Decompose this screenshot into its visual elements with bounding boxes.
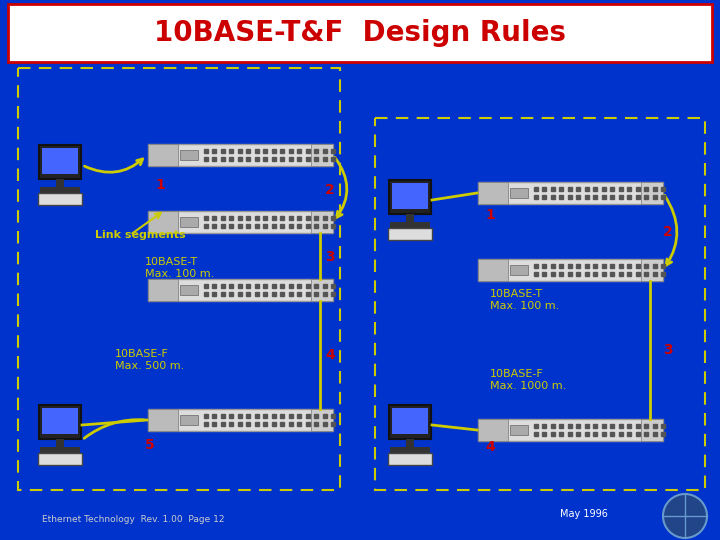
Bar — [477, 419, 508, 441]
Bar — [641, 182, 662, 204]
Bar — [179, 415, 197, 425]
Bar — [148, 409, 178, 431]
Bar — [39, 145, 81, 179]
Bar — [148, 144, 333, 166]
Text: 1: 1 — [155, 178, 165, 192]
Bar — [310, 211, 333, 233]
Text: May 1996: May 1996 — [560, 509, 608, 519]
Bar — [406, 439, 414, 449]
Bar — [148, 211, 178, 233]
Bar — [40, 187, 80, 193]
Bar — [477, 182, 662, 204]
Bar — [179, 285, 197, 295]
Bar — [388, 228, 432, 240]
Bar — [641, 259, 662, 281]
Text: 1: 1 — [485, 208, 495, 222]
Bar — [477, 259, 662, 281]
Bar — [392, 183, 428, 209]
Bar — [477, 259, 508, 281]
Text: 10BASE-F
Max. 500 m.: 10BASE-F Max. 500 m. — [115, 349, 184, 371]
Bar — [390, 222, 430, 228]
Bar — [18, 68, 340, 490]
Bar — [641, 419, 662, 441]
Bar — [392, 408, 428, 434]
Text: 2: 2 — [325, 183, 335, 197]
Bar — [179, 150, 197, 160]
Text: Ethernet Technology  Rev. 1.00  Page 12: Ethernet Technology Rev. 1.00 Page 12 — [42, 516, 225, 524]
Bar — [510, 188, 528, 198]
Bar — [38, 193, 82, 205]
Text: 10BASE-T&F  Design Rules: 10BASE-T&F Design Rules — [154, 19, 566, 47]
Bar — [510, 425, 528, 435]
Bar — [8, 4, 712, 62]
Text: 2: 2 — [663, 225, 673, 239]
Bar — [148, 211, 333, 233]
Bar — [56, 439, 64, 449]
Bar — [390, 447, 430, 453]
Bar — [148, 144, 178, 166]
Bar — [38, 453, 82, 465]
Circle shape — [663, 494, 707, 538]
Text: 3: 3 — [325, 250, 335, 264]
Bar — [310, 409, 333, 431]
Text: 4: 4 — [325, 348, 335, 362]
Bar — [310, 144, 333, 166]
Bar — [148, 279, 178, 301]
Text: 5: 5 — [145, 438, 155, 452]
Bar — [42, 408, 78, 434]
Bar — [389, 180, 431, 214]
Bar — [56, 179, 64, 189]
Bar — [388, 453, 432, 465]
Bar — [406, 214, 414, 224]
Bar — [39, 405, 81, 439]
Text: 10BASE-T
Max. 100 m.: 10BASE-T Max. 100 m. — [490, 289, 559, 311]
Bar — [40, 447, 80, 453]
Bar — [310, 279, 333, 301]
Bar — [148, 409, 333, 431]
Bar — [375, 118, 705, 490]
Text: 10BASE-T
Max. 100 m.: 10BASE-T Max. 100 m. — [145, 257, 215, 279]
Bar — [477, 419, 662, 441]
Bar — [510, 265, 528, 275]
Bar — [42, 148, 78, 174]
Text: Link segments: Link segments — [95, 230, 186, 240]
Text: 10BASE-F
Max. 1000 m.: 10BASE-F Max. 1000 m. — [490, 369, 566, 391]
Bar — [477, 182, 508, 204]
Text: 3: 3 — [663, 343, 672, 357]
Text: 4: 4 — [485, 440, 495, 454]
Bar — [389, 405, 431, 439]
Bar — [179, 217, 197, 227]
Bar — [148, 279, 333, 301]
